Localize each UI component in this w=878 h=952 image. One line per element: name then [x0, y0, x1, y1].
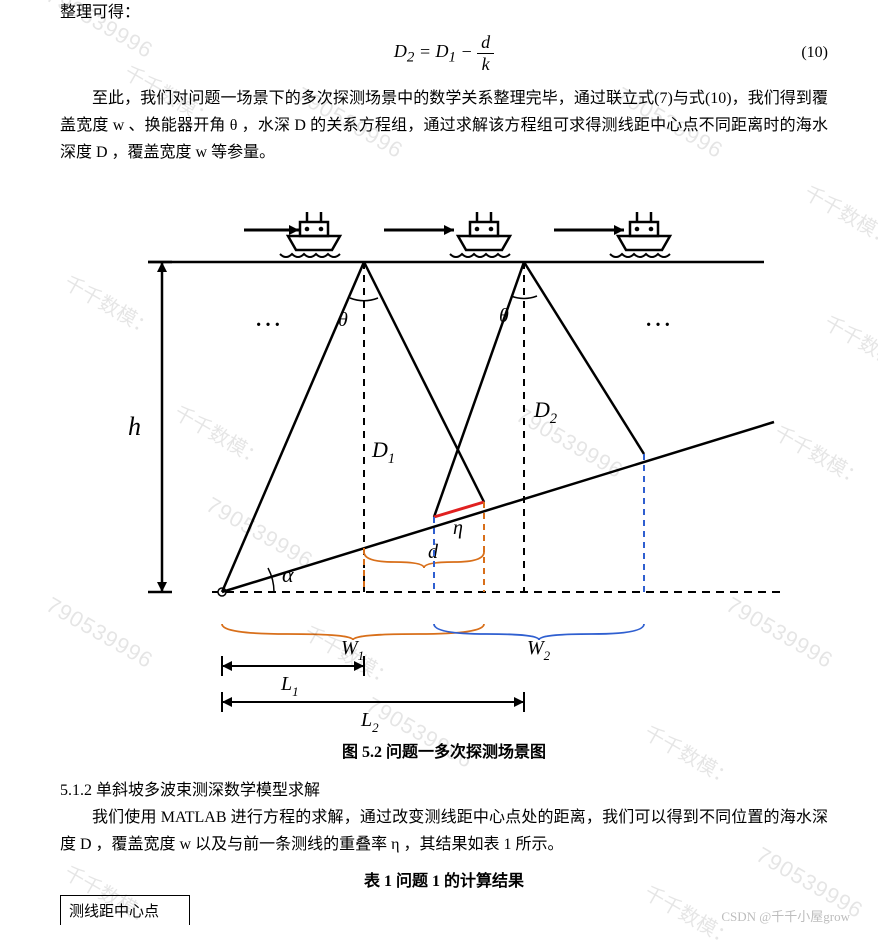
table-caption: 表 1 问题 1 的计算结果 [60, 867, 828, 891]
svg-text:L1: L1 [280, 673, 299, 699]
frac-den: k [478, 54, 494, 75]
svg-text:D1: D1 [371, 437, 395, 467]
svg-text:W2: W2 [527, 637, 551, 663]
intro-line: 整理可得： [60, 0, 828, 26]
svg-text:D2: D2 [533, 397, 557, 427]
svg-text:···: ··· [254, 310, 282, 341]
figure-5-2: hθθ······D1D2ηαdW1W2L1L2 图 5.2 问题一多次探测场景… [60, 172, 828, 762]
eq-fraction: d k [477, 32, 494, 75]
equation-number: (10) [801, 44, 828, 62]
svg-text:h: h [128, 412, 141, 441]
paragraph-2: 我们使用 MATLAB 进行方程的求解，通过改变测线距中心点处的距离，我们可以得… [60, 804, 828, 858]
paragraph-1: 至此，我们对问题一场景下的多次探测场景中的数学关系整理完毕，通过联立式(7)与式… [60, 85, 828, 167]
svg-text:W1: W1 [341, 637, 364, 663]
frac-num: d [477, 32, 494, 54]
figure-caption: 图 5.2 问题一多次探测场景图 [342, 738, 546, 762]
svg-text:θ: θ [499, 305, 509, 327]
svg-text:η: η [453, 517, 463, 539]
footer-credit: CSDN @千千小屋grow [721, 906, 850, 925]
equation-row: D2 = D1 − d k (10) [60, 32, 828, 75]
eq-rhs-a: D1 [436, 41, 457, 61]
eq-equals: = [419, 41, 436, 61]
table-header-stub: 测线距中心点 [60, 895, 190, 925]
svg-text:L2: L2 [360, 709, 379, 732]
equation: D2 = D1 − d k [394, 32, 494, 75]
svg-text:θ: θ [338, 309, 348, 331]
svg-text:···: ··· [644, 310, 672, 341]
section-heading: 5.1.2 单斜坡多波束测深数学模型求解 [60, 776, 828, 800]
eq-lhs: D2 [394, 41, 415, 61]
svg-text:α: α [282, 562, 294, 587]
figure-svg: hθθ······D1D2ηαdW1W2L1L2 [84, 172, 804, 732]
eq-minus: − [461, 41, 478, 61]
